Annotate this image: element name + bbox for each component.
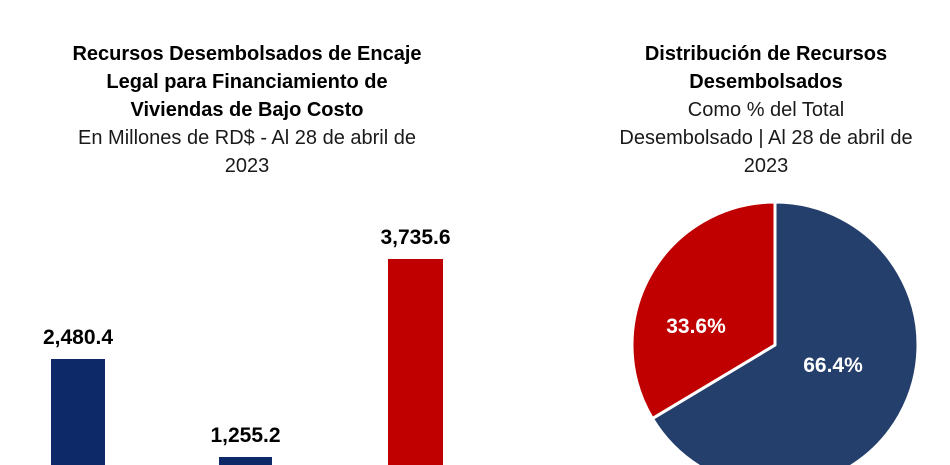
bar-value-label-3: 3,735.6 bbox=[380, 225, 451, 249]
pie-label-red-slice: 33.6% bbox=[666, 315, 726, 338]
bar-3 bbox=[388, 258, 443, 465]
bar-chart-title: Recursos Desembolsados de Encaje Legal p… bbox=[27, 40, 467, 124]
pie-chart-title: Distribución de Recursos Desembolsados bbox=[578, 40, 950, 96]
bar-2 bbox=[219, 456, 272, 465]
bar-chart-header: Recursos Desembolsados de Encaje Legal p… bbox=[27, 40, 467, 180]
bar-1 bbox=[51, 359, 105, 465]
pie-chart-subtitle-line-2: Desembolsado | Al 28 de abril de bbox=[619, 127, 913, 149]
pie-label-blue-slice: 66.4% bbox=[803, 354, 863, 377]
pie-chart-header: Distribución de Recursos Desembolsados C… bbox=[578, 40, 950, 180]
pie-chart-subtitle-line-1: Como % del Total bbox=[687, 99, 845, 121]
pie-chart-subtitle-line-3: 2023 bbox=[743, 155, 789, 177]
pie-slice-blue bbox=[650, 200, 920, 465]
pie-slice-red bbox=[630, 200, 777, 421]
pie-chart-title-line-2: Desembolsados bbox=[689, 71, 843, 93]
bar-chart-title-line-2: Legal para Financiamiento de bbox=[106, 71, 388, 93]
bar-value-label-1: 2,480.4 bbox=[42, 326, 114, 350]
pie-chart-subtitle: Como % del Total Desembolsado | Al 28 de… bbox=[578, 96, 950, 180]
bar-chart-title-line-3: Viviendas de Bajo Costo bbox=[130, 99, 364, 121]
bar-chart-title-line-1: Recursos Desembolsados de Encaje bbox=[72, 43, 422, 65]
bar-chart-subtitle-line-1: En Millones de RD$ - Al 28 de abril de bbox=[78, 127, 416, 149]
pie-chart-title-line-1: Distribución de Recursos bbox=[644, 43, 888, 65]
bar-chart-subtitle: En Millones de RD$ - Al 28 de abril de 2… bbox=[27, 124, 467, 180]
bar-chart-subtitle-line-2: 2023 bbox=[224, 155, 270, 177]
bar-value-label-2: 1,255.2 bbox=[210, 423, 281, 447]
